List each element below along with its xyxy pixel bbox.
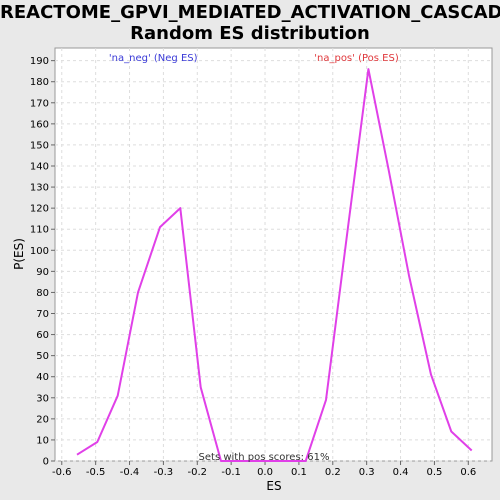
x-tick-label: -0.4 bbox=[120, 467, 140, 478]
y-tick-label: 50 bbox=[36, 351, 49, 362]
y-tick-label: 0 bbox=[43, 457, 49, 468]
x-tick-label: 0.2 bbox=[325, 467, 341, 478]
x-tick-label: 0.4 bbox=[393, 467, 409, 478]
y-tick-label: 120 bbox=[30, 204, 49, 215]
chart-title-line2: Random ES distribution bbox=[130, 23, 370, 44]
y-axis-label: P(ES) bbox=[12, 238, 26, 270]
x-tick-label: 0.6 bbox=[460, 467, 476, 478]
y-tick-label: 90 bbox=[36, 267, 49, 278]
es-distribution-line bbox=[76, 68, 473, 462]
y-tick-label: 100 bbox=[30, 246, 49, 257]
legend-neg-label: 'na_neg' (Neg ES) bbox=[109, 53, 198, 64]
x-tick-label: 0.0 bbox=[257, 467, 273, 478]
pos-scores-annotation: Sets with pos scores: 61% bbox=[199, 452, 330, 463]
chart-title-line1: REACTOME_GPVI_MEDIATED_ACTIVATION_CASCAD… bbox=[0, 2, 500, 23]
y-tick-label: 40 bbox=[36, 372, 49, 383]
y-tick-label: 80 bbox=[36, 288, 49, 299]
legend-pos-label: 'na_pos' (Pos ES) bbox=[314, 53, 399, 64]
y-tick-label: 30 bbox=[36, 393, 49, 404]
y-tick-label: 160 bbox=[30, 119, 49, 130]
x-tick-label: -0.3 bbox=[154, 467, 174, 478]
y-tick-label: 20 bbox=[36, 414, 49, 425]
legend-layer: 'na_neg' (Neg ES) 'na_pos' (Pos ES) bbox=[109, 53, 399, 64]
axis-layer: 0 10 20 30 40 50 60 70 80 90 100 110 120 130 140 150 160… bbox=[30, 56, 476, 478]
x-tick-label: -0.5 bbox=[86, 467, 106, 478]
y-tick-label: 140 bbox=[30, 162, 49, 173]
x-tick-label: -0.1 bbox=[221, 467, 241, 478]
y-tick-label: 190 bbox=[30, 56, 49, 67]
grid-layer bbox=[55, 48, 492, 462]
x-axis-label: ES bbox=[266, 479, 281, 493]
x-tick-label: 0.3 bbox=[359, 467, 375, 478]
x-tick-label: 0.5 bbox=[426, 467, 442, 478]
y-tick-label: 110 bbox=[30, 225, 49, 236]
x-tick-label: 0.1 bbox=[291, 467, 307, 478]
y-tick-label: 60 bbox=[36, 330, 49, 341]
y-tick-label: 150 bbox=[30, 140, 49, 151]
x-tick-label: -0.2 bbox=[188, 467, 208, 478]
y-tick-label: 180 bbox=[30, 77, 49, 88]
series-layer bbox=[76, 68, 473, 462]
y-tick-label: 170 bbox=[30, 98, 49, 109]
y-tick-label: 130 bbox=[30, 183, 49, 194]
y-tick-label: 70 bbox=[36, 309, 49, 320]
plot-area bbox=[54, 47, 493, 462]
x-tick-label: -0.6 bbox=[52, 467, 72, 478]
y-tick-label: 10 bbox=[36, 435, 49, 446]
